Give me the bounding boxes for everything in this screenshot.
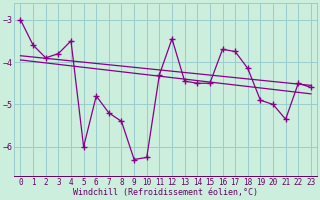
X-axis label: Windchill (Refroidissement éolien,°C): Windchill (Refroidissement éolien,°C) bbox=[73, 188, 258, 197]
